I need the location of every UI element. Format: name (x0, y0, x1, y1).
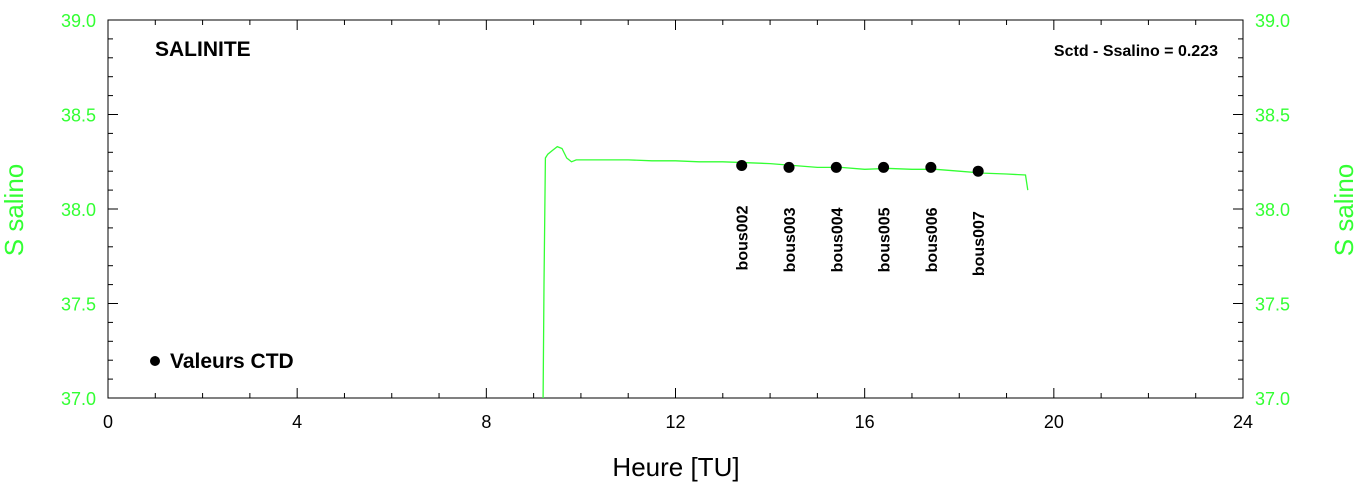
y-tick-label-right: 38.0 (1255, 200, 1290, 220)
legend-marker (150, 356, 160, 366)
ctd-point (878, 161, 890, 173)
plot-border (107, 19, 1244, 399)
ctd-point-label: bous007 (971, 211, 988, 276)
y-axis-title-right: S salino (1329, 164, 1358, 257)
y-tick-label-left: 39.0 (61, 11, 96, 31)
ctd-point (925, 161, 937, 173)
x-tick-label: 4 (292, 412, 302, 432)
x-tick-label: 20 (1044, 412, 1064, 432)
x-tick-label: 0 (103, 412, 113, 432)
ctd-point-label: bous005 (877, 207, 894, 272)
x-tick-label: 24 (1233, 412, 1253, 432)
y-tick-label-left: 37.0 (61, 389, 96, 409)
ctd-point-label: bous006 (924, 207, 941, 272)
chart-annotation: Sctd - Ssalino = 0.223 (1054, 43, 1218, 60)
y-tick-label-left: 38.0 (61, 200, 96, 220)
x-axis-title: Heure [TU] (612, 452, 739, 482)
y-tick-label-left: 37.5 (61, 295, 96, 315)
ctd-point (830, 161, 842, 173)
y-tick-label-right: 39.0 (1255, 11, 1290, 31)
legend-label: Valeurs CTD (170, 350, 294, 373)
y-tick-label-right: 37.0 (1255, 389, 1290, 409)
axis-ticks (107, 19, 1244, 399)
ctd-point (972, 165, 984, 177)
ctd-point (783, 161, 795, 173)
plot-frame (107, 19, 1244, 399)
ctd-point-label: bous003 (782, 207, 799, 272)
x-tick-label: 12 (665, 412, 685, 432)
chart-title: SALINITE (155, 38, 251, 61)
x-tick-label: 8 (481, 412, 491, 432)
y-axis-title-left: S salino (0, 164, 29, 257)
x-tick-label: 16 (855, 412, 875, 432)
ctd-points-layer: bous002 bous003 bous004 bous005 bous006 bous0… (735, 160, 988, 276)
y-tick-label-right: 37.5 (1255, 295, 1290, 315)
y-tick-label-left: 38.5 (61, 106, 96, 126)
ctd-point-label: bous004 (829, 207, 846, 272)
ctd-point-label: bous002 (735, 205, 752, 270)
ctd-point (736, 160, 748, 172)
y-tick-label-right: 38.5 (1255, 106, 1290, 126)
